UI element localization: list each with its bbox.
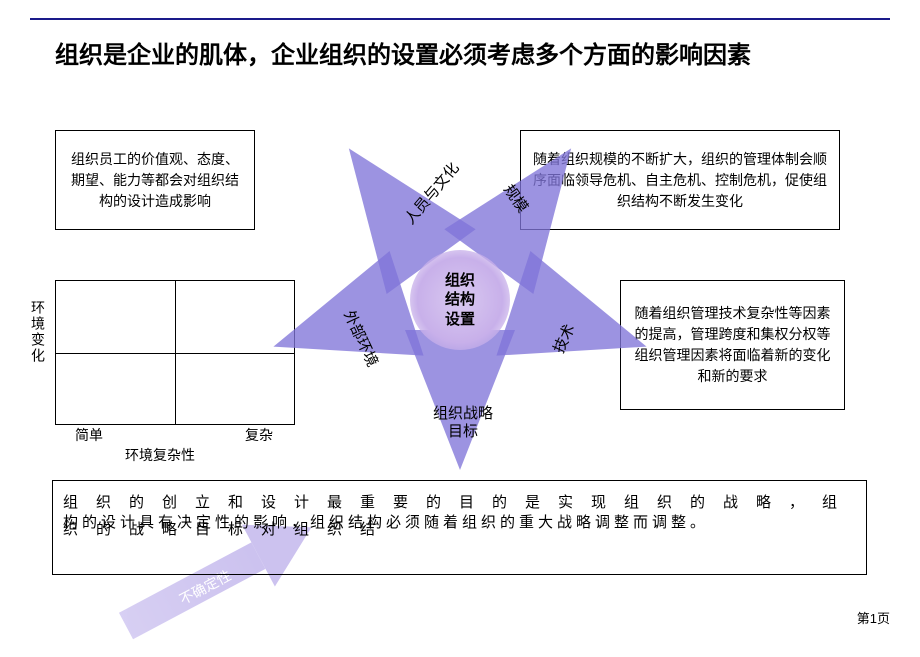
center-label: 组织结构设置 <box>410 250 510 350</box>
page-title: 组织是企业的肌体，企业组织的设置必须考虑多个方面的影响因素 <box>55 40 860 71</box>
y-axis-label: 环境变化 <box>28 300 48 364</box>
box-people-culture-note: 组织员工的价值观、态度、期望、能力等都会对组织结构的设计造成影响 <box>55 130 255 230</box>
page-number: 第1页 <box>857 608 890 627</box>
x-axis-label: 环境复杂性 <box>125 445 195 465</box>
strategy-text-line2: 构的设计具有决定性的影响，组织结构必须随着组织的重大战略调整而调整。 <box>63 509 856 536</box>
top-rule <box>30 18 890 20</box>
pentagon-diagram: 人员与文化 规模 技术 组织战略目标 外部环境 组织结构设置 <box>300 145 620 455</box>
x-tick-low: 简单 <box>75 425 103 445</box>
petal-label: 组织战略目标 <box>428 405 498 441</box>
strategy-note-box: 组织的创立和设计最重要的目的是实现组织的战略，组织的战略目标对组织结 构的设计具… <box>52 480 867 575</box>
x-tick-high: 复杂 <box>245 425 273 445</box>
